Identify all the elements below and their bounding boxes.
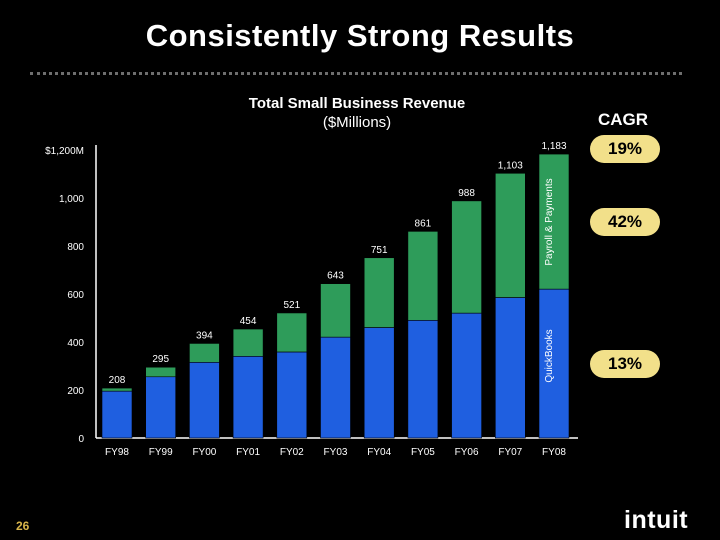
x-tick-label: FY99 bbox=[149, 447, 173, 458]
bar-total-label: 988 bbox=[458, 188, 475, 199]
y-tick-label: 1,000 bbox=[59, 194, 84, 205]
cagr-total-badge: 19% bbox=[590, 135, 660, 163]
legend-payroll-payments: Payroll & Payments bbox=[544, 178, 555, 265]
bar-total-label: 861 bbox=[415, 218, 432, 229]
quickbooks-bar bbox=[189, 362, 220, 439]
quickbooks-bar bbox=[145, 376, 176, 439]
bar-total-label: 751 bbox=[371, 245, 388, 256]
slide-title: Consistently Strong Results bbox=[145, 18, 575, 53]
quickbooks-bar bbox=[363, 327, 395, 439]
y-tick-label: 0 bbox=[78, 434, 84, 445]
cagr-quickbooks-badge: 13% bbox=[590, 350, 660, 378]
payroll-payments-bar bbox=[232, 328, 264, 357]
x-tick-label: FY06 bbox=[455, 447, 479, 458]
quickbooks-bar bbox=[101, 390, 133, 439]
y-tick-label: 800 bbox=[67, 242, 84, 253]
bar-total-label: 1,103 bbox=[498, 160, 523, 171]
payroll-payments-bar bbox=[363, 257, 395, 328]
payroll-payments-bar bbox=[494, 172, 526, 298]
cagr-title: CAGR bbox=[598, 110, 649, 129]
payroll-payments-bar bbox=[407, 231, 439, 321]
quickbooks-bar bbox=[538, 288, 570, 439]
bar-total-label: 643 bbox=[327, 271, 344, 282]
chart-title-block: Total Small Business Revenue ($Millions) bbox=[196, 94, 518, 132]
x-tick-label: FY08 bbox=[542, 447, 566, 458]
payroll-payments-bar bbox=[538, 153, 570, 290]
payroll-payments-bar bbox=[145, 366, 176, 378]
payroll-payments-bar bbox=[320, 283, 351, 338]
quickbooks-bar bbox=[232, 356, 264, 439]
x-tick-label: FY07 bbox=[498, 447, 522, 458]
payroll-payments-bar bbox=[189, 343, 220, 363]
payroll-payments-bar bbox=[276, 312, 308, 353]
x-tick-label: FY02 bbox=[280, 447, 304, 458]
intuit-logo: intuit bbox=[624, 506, 689, 534]
bar-total-label: 521 bbox=[283, 300, 300, 311]
bar-total-label: 1,183 bbox=[541, 141, 566, 152]
x-tick-label: FY01 bbox=[236, 447, 260, 458]
x-tick-label: FY05 bbox=[411, 447, 435, 458]
x-tick-label: FY98 bbox=[105, 447, 129, 458]
x-tick-label: FY00 bbox=[192, 447, 216, 458]
bar-total-label: 394 bbox=[196, 330, 213, 341]
x-tick-label: FY04 bbox=[367, 447, 391, 458]
title-divider bbox=[30, 72, 682, 75]
bar-total-label: 454 bbox=[240, 316, 257, 327]
legend-quickbooks: QuickBooks bbox=[544, 329, 555, 382]
payroll-payments-bar bbox=[101, 387, 133, 392]
y-tick-label: 400 bbox=[67, 338, 84, 349]
y-tick-label: 200 bbox=[67, 386, 84, 397]
quickbooks-bar bbox=[494, 297, 526, 439]
bar-total-label: 295 bbox=[152, 354, 169, 365]
y-tick-label: 600 bbox=[67, 290, 84, 301]
y-tick-label: $1,200M bbox=[45, 146, 84, 157]
quickbooks-bar bbox=[276, 351, 308, 439]
chart-title: Total Small Business Revenue bbox=[248, 95, 466, 112]
quickbooks-bar bbox=[320, 336, 351, 439]
cagr-payroll-payments-badge: 42% bbox=[590, 208, 660, 236]
x-tick-label: FY03 bbox=[324, 447, 348, 458]
payroll-payments-bar bbox=[451, 200, 482, 314]
chart-subtitle: ($Millions) bbox=[322, 114, 392, 131]
quickbooks-bar bbox=[451, 312, 482, 439]
quickbooks-bar bbox=[407, 320, 439, 439]
bar-total-label: 208 bbox=[109, 375, 126, 386]
page-number: 26 bbox=[16, 519, 30, 533]
